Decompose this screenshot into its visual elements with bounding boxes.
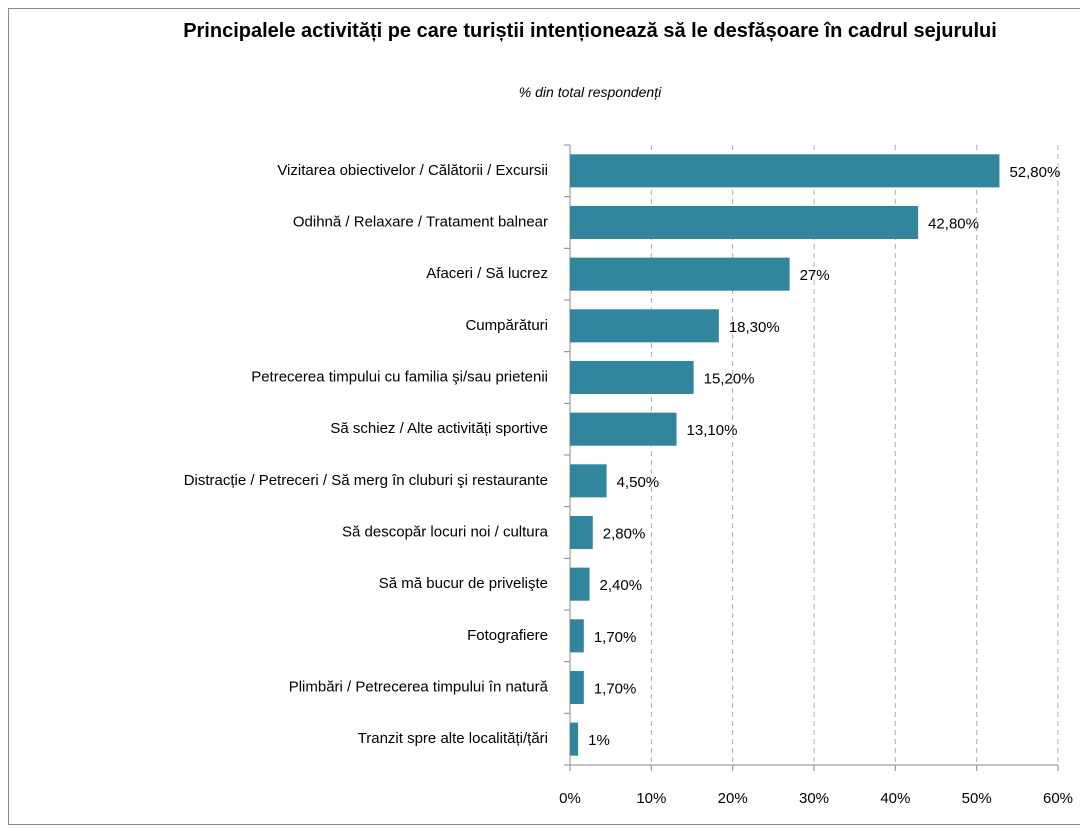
bar [570, 464, 607, 498]
bar [570, 205, 919, 240]
chart-border [8, 8, 1080, 825]
data-label: 2,40% [600, 577, 643, 594]
data-label: 1% [588, 732, 610, 749]
chart-subtitle: % din total respondenți [518, 84, 662, 100]
bar [570, 619, 584, 653]
data-label: 52,80% [1009, 164, 1060, 181]
y-tick-label: Cumpărături [465, 317, 548, 334]
y-tick-label: Vizitarea obiectivelor / Călătorii / Exc… [277, 162, 548, 179]
y-tick-label: Tranzit spre alte localități/țări [358, 730, 548, 747]
x-tick-label: 30% [799, 790, 829, 807]
x-tick-label: 50% [962, 790, 992, 807]
bar [570, 567, 590, 601]
data-label: 42,80% [928, 215, 979, 232]
y-tick-label: Să mă bucur de privelişte [379, 575, 548, 592]
data-label: 18,30% [729, 319, 780, 336]
y-tick-label: Odihnă / Relaxare / Tratament balnear [293, 213, 548, 230]
y-tick-label: Afaceri / Să lucrez [426, 265, 548, 282]
x-tick-label: 0% [559, 790, 581, 807]
bar [570, 309, 719, 343]
x-tick-label: 20% [718, 790, 748, 807]
x-tick-label: 10% [636, 790, 666, 807]
data-label: 13,10% [687, 422, 738, 439]
y-tick-label: Plimbări / Petrecerea timpului în natură [289, 678, 549, 695]
y-tick-label: Să descopăr locuri noi / cultura [342, 523, 549, 540]
data-label: 4,50% [617, 474, 660, 491]
x-tick-label: 40% [880, 790, 910, 807]
data-label: 1,70% [594, 680, 637, 697]
bar [570, 515, 593, 550]
bar [570, 670, 584, 705]
bar [570, 360, 694, 395]
data-label: 27% [800, 267, 830, 284]
y-tick-label: Petrecerea timpului cu familia şi/sau pr… [251, 368, 548, 385]
bar [570, 412, 677, 446]
chart-title: Principalele activități pe care turiștii… [183, 20, 997, 42]
bar [570, 154, 1000, 188]
bar [570, 257, 790, 291]
data-label: 15,20% [704, 370, 755, 387]
y-tick-label: Să schiez / Alte activități sportive [330, 420, 548, 437]
y-tick-label: Distracție / Petreceri / Să merg în club… [184, 472, 548, 489]
data-label: 1,70% [594, 629, 637, 646]
x-tick-label: 60% [1043, 790, 1073, 807]
y-tick-label: Fotografiere [467, 627, 548, 644]
data-label: 2,80% [603, 525, 646, 542]
bar [570, 722, 579, 756]
